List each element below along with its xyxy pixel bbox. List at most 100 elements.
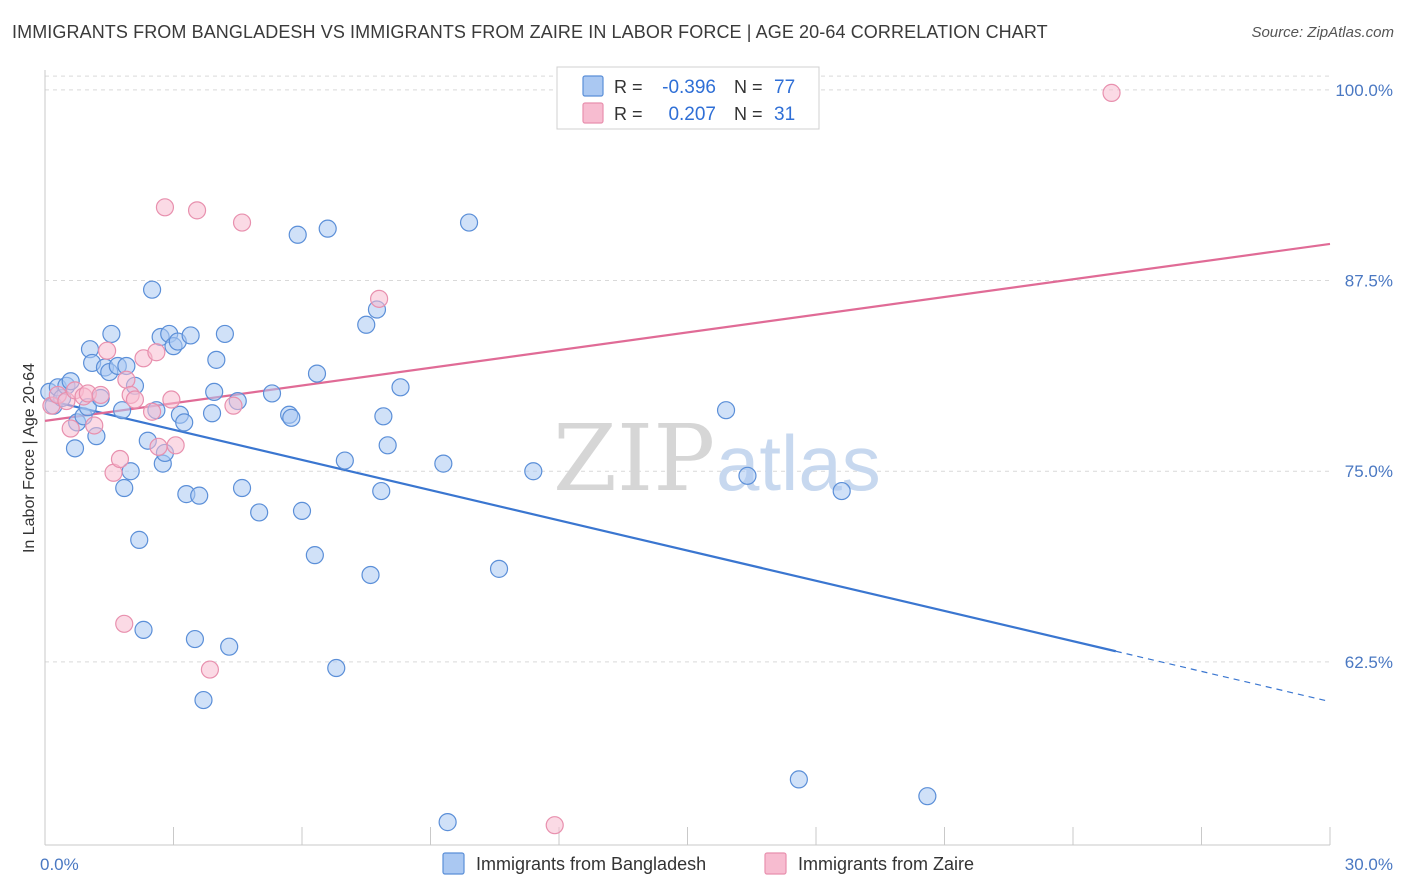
point-zaire-22 xyxy=(166,436,185,455)
point-bangladesh-37 xyxy=(181,326,200,345)
point-bangladesh-67 xyxy=(438,813,457,832)
point-zaire-18 xyxy=(147,343,166,362)
y-tick-label-0: 100.0% xyxy=(1335,81,1393,100)
bottom-legend-label-zaire: Immigrants from Zaire xyxy=(798,854,974,874)
y-tick-label-2: 75.0% xyxy=(1345,462,1393,481)
point-zaire-19 xyxy=(149,437,168,456)
gridlines xyxy=(45,75,1330,663)
point-zaire-12 xyxy=(115,614,134,633)
point-bangladesh-63 xyxy=(374,407,393,426)
point-bangladesh-57 xyxy=(327,658,346,678)
point-bangladesh-69 xyxy=(489,559,509,578)
legend-r-value-bangladesh: -0.396 xyxy=(662,77,716,98)
point-bangladesh-58 xyxy=(335,451,354,470)
point-bangladesh-60 xyxy=(361,565,380,585)
y-tick-label-1: 87.5% xyxy=(1345,272,1393,291)
point-bangladesh-23 xyxy=(130,530,149,549)
trend-line-zaire xyxy=(44,242,1331,422)
point-bangladesh-75 xyxy=(918,787,937,806)
point-zaire-13 xyxy=(117,370,136,389)
data-points xyxy=(40,83,1121,835)
point-bangladesh-43 xyxy=(207,350,226,369)
point-bangladesh-35 xyxy=(175,413,194,432)
point-bangladesh-18 xyxy=(112,401,132,420)
point-zaire-21 xyxy=(162,390,181,409)
point-bangladesh-39 xyxy=(190,486,209,505)
point-zaire-20 xyxy=(155,198,175,217)
legend-box: R = -0.396 N = 77 R = 0.207 N = 31 xyxy=(556,66,820,130)
legend-r-label-zaire: R = xyxy=(614,104,643,124)
point-bangladesh-56 xyxy=(318,219,337,238)
point-zaire-29 xyxy=(1102,83,1121,102)
y-axis-label: In Labor Force | Age 20-64 xyxy=(21,363,38,553)
point-bangladesh-16 xyxy=(102,324,121,344)
point-bangladesh-41 xyxy=(202,404,222,423)
source-label: Source: ZipAtlas.com xyxy=(1251,24,1394,41)
point-bangladesh-52 xyxy=(288,225,307,244)
point-bangladesh-40 xyxy=(194,690,213,710)
point-bangladesh-54 xyxy=(305,546,324,565)
bottom-legend: Immigrants from Bangladesh Immigrants fro… xyxy=(442,852,974,875)
point-zaire-26 xyxy=(232,213,252,232)
watermark: ZIP atlas xyxy=(553,405,881,512)
point-zaire-15 xyxy=(125,390,145,409)
point-zaire-23 xyxy=(187,201,207,220)
point-bangladesh-49 xyxy=(262,384,282,403)
point-bangladesh-74 xyxy=(832,481,851,501)
point-zaire-24 xyxy=(200,660,220,679)
point-bangladesh-64 xyxy=(378,436,397,455)
point-zaire-7 xyxy=(85,416,104,435)
legend-n-value-zaire: 31 xyxy=(774,104,795,125)
point-bangladesh-68 xyxy=(459,213,479,232)
point-zaire-3 xyxy=(61,419,80,438)
legend-n-label-bangladesh: N = xyxy=(734,77,763,97)
watermark-zip: ZIP xyxy=(553,405,715,512)
point-bangladesh-24 xyxy=(134,620,153,639)
point-zaire-25 xyxy=(224,396,243,415)
point-bangladesh-38 xyxy=(185,629,205,649)
point-zaire-28 xyxy=(545,816,564,835)
bottom-legend-label-bangladesh: Immigrants from Bangladesh xyxy=(476,854,706,874)
bottom-legend-swatch-zaire xyxy=(764,852,787,875)
point-bangladesh-6 xyxy=(65,439,85,458)
bottom-legend-swatch-bangladesh xyxy=(442,852,465,875)
legend-swatch-zaire xyxy=(582,102,604,124)
legend-r-value-zaire: 0.207 xyxy=(668,104,716,125)
point-zaire-27 xyxy=(370,289,389,308)
point-bangladesh-72 xyxy=(738,466,757,485)
point-bangladesh-62 xyxy=(372,481,391,501)
point-bangladesh-48 xyxy=(250,503,269,522)
y-tick-label-3: 62.5% xyxy=(1345,653,1393,672)
legend-n-value-bangladesh: 77 xyxy=(774,77,795,98)
chart-title: IMMIGRANTS FROM BANGLADESH VS IMMIGRANTS… xyxy=(12,22,1048,42)
point-bangladesh-45 xyxy=(220,637,239,656)
point-bangladesh-55 xyxy=(307,364,327,383)
point-bangladesh-73 xyxy=(789,770,808,789)
point-bangladesh-47 xyxy=(232,478,252,498)
point-bangladesh-19 xyxy=(115,478,134,498)
point-bangladesh-42 xyxy=(205,382,224,401)
point-bangladesh-53 xyxy=(292,501,312,520)
trend-line-bangladesh xyxy=(44,398,1117,653)
point-bangladesh-66 xyxy=(434,454,453,473)
point-bangladesh-65 xyxy=(391,378,410,397)
x-tick-label-0: 0.0% xyxy=(40,855,79,874)
point-bangladesh-59 xyxy=(357,315,376,334)
point-bangladesh-51 xyxy=(282,408,301,427)
trend-line-bangladesh-extension xyxy=(1115,650,1331,703)
trend-lines xyxy=(44,242,1331,703)
legend-r-label-bangladesh: R = xyxy=(614,77,643,97)
point-bangladesh-70 xyxy=(524,462,543,481)
tick-labels: 100.0% 87.5% 75.0% 62.5% 0.0% 30.0% In Labor F… xyxy=(21,81,1393,874)
point-zaire-9 xyxy=(98,341,117,360)
x-tick-label-1: 30.0% xyxy=(1345,855,1393,874)
watermark-atlas: atlas xyxy=(716,419,881,507)
legend-swatch-bangladesh xyxy=(582,75,604,97)
point-bangladesh-26 xyxy=(142,280,162,299)
legend-n-label-zaire: N = xyxy=(734,104,763,124)
point-bangladesh-71 xyxy=(716,401,736,420)
point-bangladesh-44 xyxy=(215,324,234,344)
point-zaire-8 xyxy=(91,385,110,405)
point-zaire-11 xyxy=(110,449,130,469)
